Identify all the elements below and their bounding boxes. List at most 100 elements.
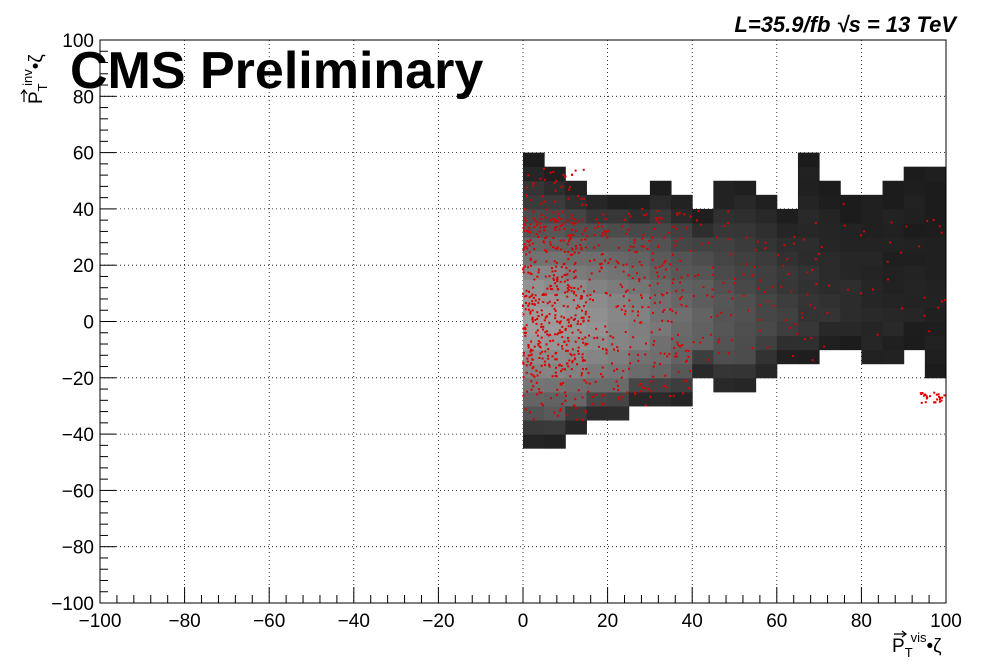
- scatter-point: [666, 355, 669, 358]
- scatter-point: [585, 411, 588, 414]
- scatter-point: [594, 380, 597, 383]
- scatter-point: [560, 266, 563, 269]
- scatter-point: [644, 404, 647, 407]
- heatmap-cell: [713, 335, 735, 351]
- scatter-point: [648, 284, 651, 287]
- scatter-point: [640, 294, 643, 297]
- scatter-point: [794, 323, 797, 326]
- scatter-point: [528, 251, 531, 254]
- scatter-point: [552, 339, 555, 342]
- scatter-point: [522, 361, 525, 364]
- heatmap-cell: [565, 279, 587, 294]
- scatter-point: [792, 242, 795, 245]
- scatter-point: [567, 289, 570, 292]
- scatter-point: [654, 217, 657, 220]
- scatter-point: [633, 319, 636, 322]
- heatmap-cell: [671, 279, 693, 294]
- scatter-point: [560, 185, 563, 188]
- scatter-point: [581, 295, 584, 298]
- heatmap-cell: [713, 307, 735, 322]
- scatter-point: [751, 347, 754, 350]
- scatter-point: [562, 222, 565, 225]
- scatter-point: [527, 344, 530, 347]
- scatter-point: [674, 244, 677, 247]
- scatter-point: [536, 275, 539, 278]
- scatter-point: [575, 247, 578, 250]
- heatmap-cell: [628, 293, 651, 308]
- scatter-point: [571, 361, 574, 364]
- scatter-point: [617, 389, 620, 392]
- heatmap-cell: [903, 293, 926, 308]
- scatter-point: [535, 369, 538, 372]
- y-axis-ticks: −100 −80 −60 −40 −20 0 20 40 60 80 100: [51, 31, 116, 615]
- scatter-point: [583, 305, 586, 308]
- scatter-point: [573, 277, 576, 280]
- scatter-point: [716, 236, 719, 239]
- scatter-point: [707, 241, 710, 244]
- scatter-point: [530, 380, 533, 383]
- scatter-point: [718, 352, 721, 355]
- scatter-point: [777, 254, 780, 257]
- scatter-point: [549, 241, 552, 244]
- heatmap-cell: [734, 293, 757, 308]
- heatmap-cell: [671, 251, 693, 266]
- scatter-point: [555, 261, 558, 264]
- scatter-point: [918, 245, 921, 248]
- heatmap-cell: [523, 279, 545, 294]
- scatter-point: [533, 375, 536, 378]
- scatter-point: [656, 219, 659, 222]
- scatter-point: [561, 275, 564, 278]
- scatter-point: [551, 304, 554, 307]
- heatmap-cell: [840, 307, 862, 322]
- heatmap-cell: [713, 279, 735, 294]
- scatter-point: [570, 290, 573, 293]
- scatter-point: [568, 269, 571, 272]
- scatter-point: [541, 294, 544, 297]
- scatter-point: [585, 367, 588, 370]
- heatmap-cell: [565, 321, 587, 337]
- scatter-point: [528, 244, 531, 247]
- heatmap-cell: [776, 293, 799, 308]
- scatter-point: [604, 259, 607, 262]
- scatter-point: [656, 282, 659, 285]
- heatmap-cell: [903, 251, 926, 266]
- heatmap-cell: [607, 222, 630, 238]
- heatmap-cell: [861, 251, 884, 266]
- heatmap-cell: [903, 279, 926, 294]
- scatter-point: [661, 310, 664, 313]
- heatmap-cell: [924, 321, 947, 337]
- scatter-point: [709, 333, 712, 336]
- scatter-point: [756, 287, 759, 290]
- scatter-point: [556, 278, 559, 281]
- scatter-point: [591, 403, 594, 406]
- scatter-point: [661, 264, 664, 267]
- heatmap-cell: [776, 307, 799, 322]
- scatter-point: [540, 218, 543, 221]
- heatmap-cell: [861, 208, 884, 224]
- scatter-point: [638, 280, 641, 283]
- scatter-point: [582, 168, 585, 171]
- scatter-point: [569, 375, 572, 378]
- heatmap-cell: [797, 222, 820, 238]
- heatmap-cell: [882, 321, 905, 337]
- scatter-overlay: [522, 167, 947, 421]
- scatter-point: [522, 248, 525, 251]
- scatter-point: [523, 326, 526, 329]
- scatter-point: [554, 189, 557, 192]
- x-tick-label: 60: [766, 611, 787, 632]
- scatter-point: [544, 316, 547, 319]
- scatter-point: [542, 292, 545, 295]
- heatmap-cell: [713, 349, 735, 365]
- scatter-point: [522, 313, 525, 316]
- scatter-point: [552, 277, 555, 280]
- scatter-point: [863, 230, 866, 233]
- scatter-point: [788, 326, 791, 329]
- scatter-point: [537, 301, 540, 304]
- scatter-point: [546, 333, 549, 336]
- scatter-point: [611, 343, 614, 346]
- scatter-point: [545, 236, 548, 239]
- scatter-point: [595, 327, 598, 330]
- scatter-point: [638, 277, 641, 280]
- scatter-point: [522, 354, 525, 357]
- scatter-point: [566, 305, 569, 308]
